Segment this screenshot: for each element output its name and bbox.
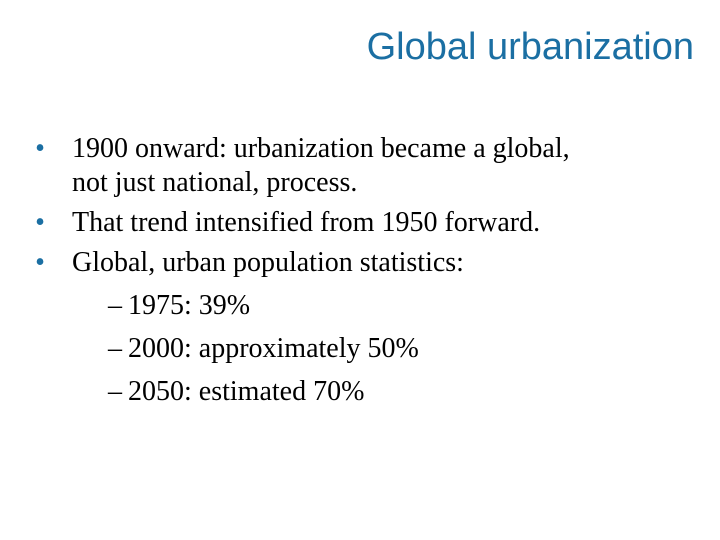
bullet-text-line: not just national, process. [72,167,358,198]
bullet-item-3: • Global, urban population statistics: [30,246,710,280]
bullet-marker: • [35,133,45,164]
bullet-marker: • [35,207,45,238]
sub-item-text: 2050: estimated 70% [128,376,365,407]
sub-item-2000: – 2000: approximately 50% [30,332,710,366]
sub-item-1975: – 1975: 39% [30,289,710,323]
bullet-item-1: • 1900 onward: urbanization became a glo… [30,132,710,200]
slide-body: • 1900 onward: urbanization became a glo… [30,132,710,409]
sub-marker: – [108,376,122,407]
sub-item-2050: – 2050: estimated 70% [30,375,710,409]
bullet-marker: • [35,247,45,278]
sub-marker: – [108,333,122,364]
bullet-text-line: That trend intensified from 1950 forward… [72,207,541,238]
sub-item-text: 1975: 39% [128,290,251,321]
slide-title: Global urbanization [366,26,694,68]
bullet-text-line: Global, urban population statistics: [72,247,464,278]
bullet-text-line: 1900 onward: urbanization became a globa… [72,133,570,164]
bullet-item-2: • That trend intensified from 1950 forwa… [30,206,710,240]
sub-marker: – [108,290,122,321]
sub-item-text: 2000: approximately 50% [128,333,419,364]
